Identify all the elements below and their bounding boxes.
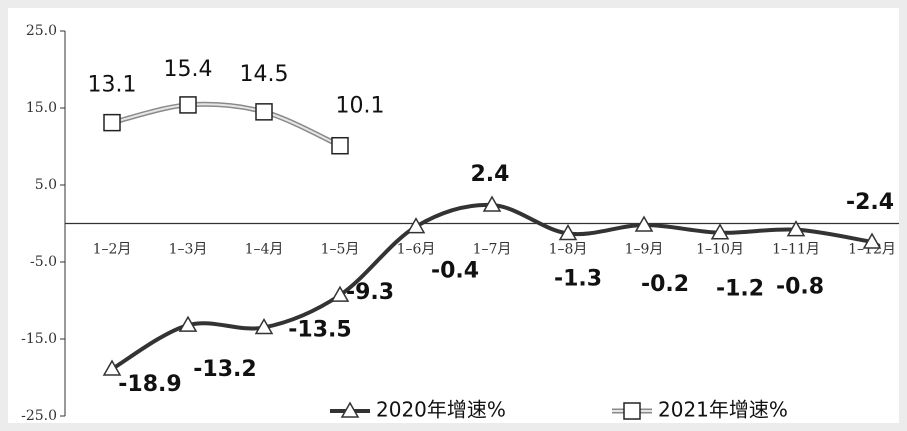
data-label: -13.2 xyxy=(193,357,256,382)
y-tick-label: -15.0 xyxy=(21,331,57,347)
triangle-marker xyxy=(406,217,426,234)
data-label: 15.4 xyxy=(164,57,213,82)
data-label: -13.5 xyxy=(288,317,351,342)
x-tick-label: 1–6月 xyxy=(397,242,436,258)
x-tick-label: 1–7月 xyxy=(473,242,512,258)
triangle-marker xyxy=(340,401,360,418)
triangle-marker xyxy=(558,223,578,241)
data-label: -9.3 xyxy=(346,280,394,305)
square-marker xyxy=(255,103,273,121)
triangle-marker xyxy=(634,215,654,232)
legend-label: 2021年增速% xyxy=(658,398,788,422)
x-tick-label: 1–11月 xyxy=(772,242,820,258)
data-label: 2.4 xyxy=(471,162,510,187)
triangle-marker xyxy=(710,223,730,240)
triangle-marker xyxy=(254,317,274,335)
x-tick-label: 1–9月 xyxy=(625,242,664,258)
data-label: 10.1 xyxy=(336,94,385,119)
data-label: -18.9 xyxy=(118,372,181,397)
x-tick-label: 1–3月 xyxy=(169,242,208,258)
data-label: -1.3 xyxy=(554,267,602,292)
series-line xyxy=(110,202,873,371)
data-label: 14.5 xyxy=(240,62,289,87)
x-tick-label: 1–12月 xyxy=(848,242,896,258)
triangle-marker xyxy=(862,232,882,249)
square-marker xyxy=(331,136,349,155)
y-tick-label: -5.0 xyxy=(30,254,57,270)
data-label: -2.4 xyxy=(846,190,894,215)
triangle-marker xyxy=(330,285,350,302)
square-marker xyxy=(179,96,197,114)
y-tick-label: 5.0 xyxy=(35,177,57,193)
triangle-marker xyxy=(786,220,806,237)
data-label: -0.2 xyxy=(641,272,689,297)
square-marker xyxy=(623,402,641,420)
plot-background xyxy=(8,8,899,423)
series-line xyxy=(111,103,341,147)
y-tick-label: 25.0 xyxy=(26,23,57,39)
legend-label: 2020年增速% xyxy=(376,398,506,422)
x-tick-label: 1–8月 xyxy=(549,242,588,258)
data-label: -0.4 xyxy=(431,259,479,284)
data-label: -0.8 xyxy=(776,275,824,300)
triangle-marker xyxy=(482,195,502,212)
x-tick-label: 1–2月 xyxy=(93,242,132,258)
triangle-marker xyxy=(178,315,198,332)
y-tick-label: -25.0 xyxy=(21,408,57,424)
data-label: 13.1 xyxy=(88,73,137,98)
y-tick-label: 15.0 xyxy=(26,100,57,116)
x-tick-label: 1–5月 xyxy=(321,242,360,258)
triangle-marker xyxy=(102,359,122,376)
data-label: -1.2 xyxy=(716,277,764,302)
x-tick-label: 1–10月 xyxy=(696,242,744,258)
x-tick-label: 1–4月 xyxy=(245,242,284,258)
square-marker xyxy=(103,113,121,132)
